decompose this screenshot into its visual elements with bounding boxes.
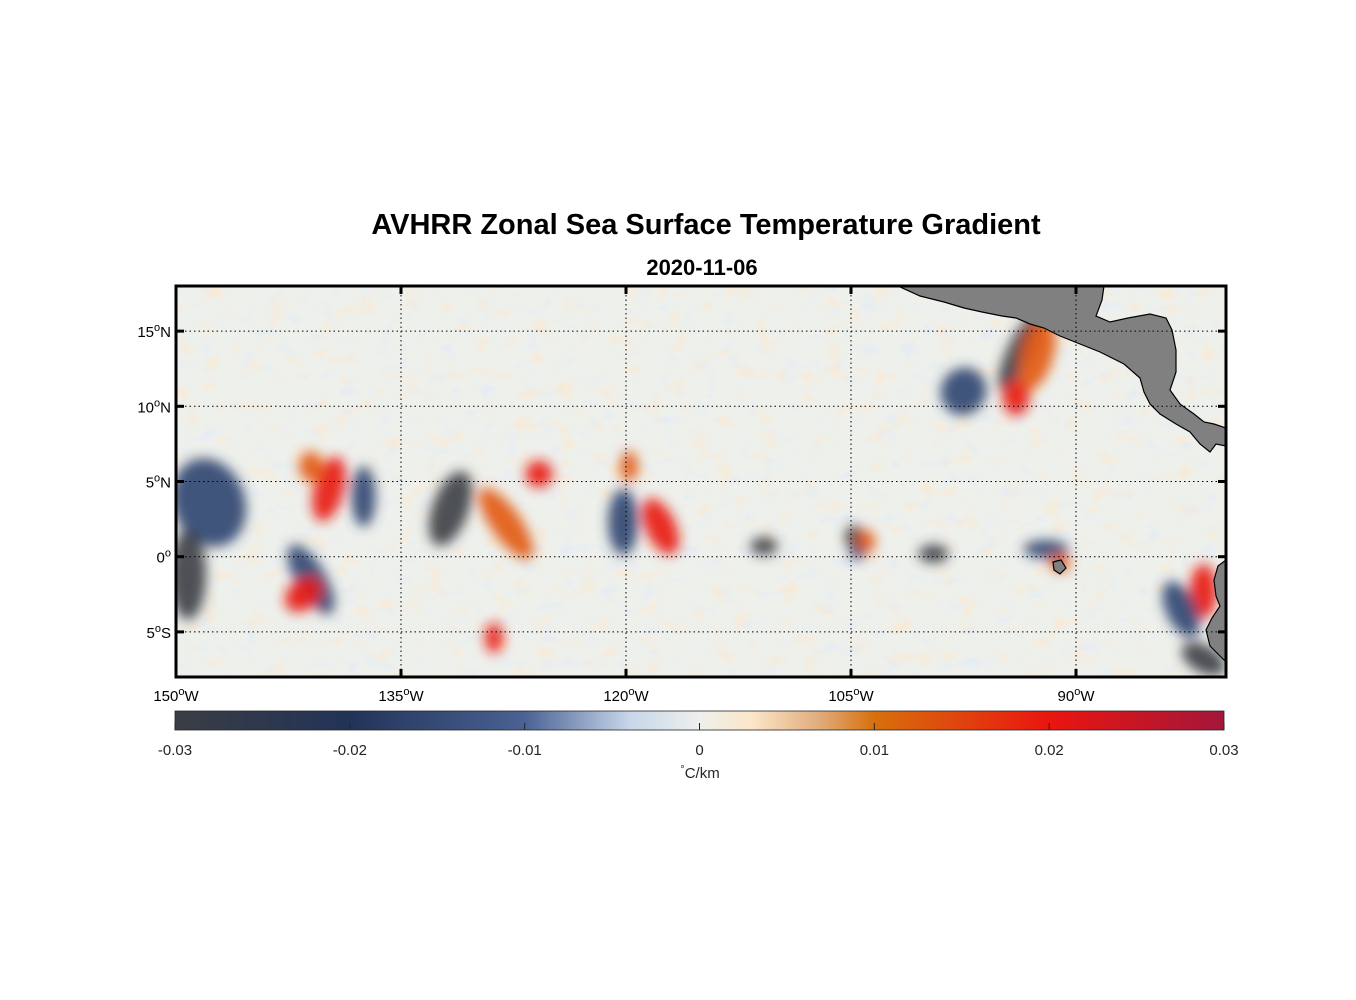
colorbar-tick-label: -0.02 [333,742,367,759]
longitude-tick-label: 90oW [1058,686,1096,705]
latitude-tick-label: 5oS [147,623,171,642]
longitude-tick-label: 150oW [153,686,199,705]
longitude-tick-label: 105oW [828,686,874,705]
positive-gradient-feature [620,451,638,482]
colorbar-tick-label: -0.01 [508,742,542,759]
land-central-america [897,286,1226,453]
colorbar-tick-label: 0.02 [1035,742,1064,759]
longitude-tick-label: 120oW [603,686,649,705]
positive-gradient-feature [857,529,875,554]
latitude-tick-label: 10oN [137,397,171,416]
map-area [176,286,1226,677]
positive-gradient-feature [525,460,553,488]
positive-gradient-feature [641,498,680,555]
map-subtitle: 2020-11-06 [646,255,757,280]
map-ticks [174,286,1226,677]
negative-gradient-feature [428,471,473,546]
negative-gradient-feature [849,547,865,560]
positive-gradient-feature [1002,379,1030,416]
negative-gradient-feature [1162,581,1200,638]
negative-gradient-feature [750,537,778,556]
gradient-features [176,313,1226,676]
negative-gradient-feature [176,458,247,547]
colorbar-tick-label: 0 [695,742,703,759]
negative-gradient-feature [176,529,206,620]
colorbar: -0.03 -0.02 -0.01 0 0.01 0.02 0.03 °C/km [158,710,1239,782]
longitude-tick-label: 135oW [378,686,424,705]
positive-gradient-feature [485,622,503,653]
colorbar-ticks: -0.03 -0.02 -0.01 0 0.01 0.02 0.03 [158,723,1239,759]
longitude-labels: 150oW 135oW 120oW 105oW 90oW [153,686,1095,705]
negative-gradient-feature [1023,540,1069,559]
positive-gradient-feature [478,488,534,560]
positive-gradient-feature [1190,564,1217,619]
latitude-tick-label: 0o [157,548,171,567]
negative-gradient-feature [351,466,376,527]
colorbar-unit-label: °C/km [680,764,719,782]
colorbar-tick-label: 0.01 [860,742,889,759]
positive-gradient-feature [284,576,323,613]
negative-gradient-feature [940,367,987,415]
latitude-labels: 15oN 10oN 5oN 0o 5oS [137,322,171,642]
land-south-america [1205,559,1226,663]
colorbar-tick-label: -0.03 [158,742,192,759]
positive-gradient-feature [1018,317,1056,391]
colorbar-tick-label: 0.03 [1209,742,1238,759]
map-title: AVHRR Zonal Sea Surface Temperature Grad… [371,209,1041,241]
latitude-tick-label: 5oN [146,473,171,492]
galapagos-island [1052,559,1067,575]
negative-gradient-feature [608,489,638,556]
negative-gradient-feature [918,544,949,563]
latitude-tick-label: 15oN [137,322,171,341]
positive-gradient-feature [299,451,323,482]
